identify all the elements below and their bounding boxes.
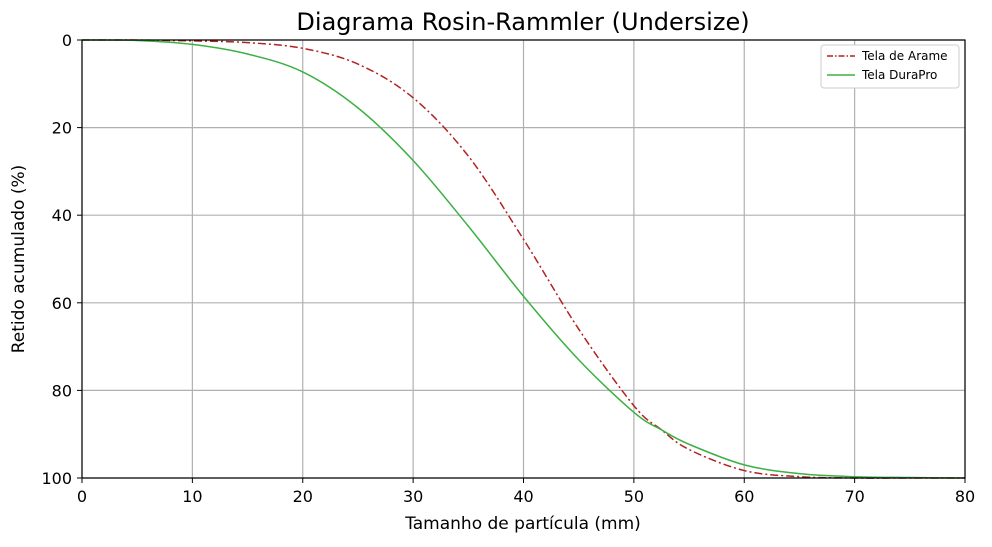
x-tick-label: 20	[293, 487, 313, 506]
y-axis-label: Retido acumulado (%)	[9, 165, 29, 354]
y-tick-label: 80	[52, 381, 72, 400]
x-tick-label: 60	[734, 487, 754, 506]
y-tick-label: 40	[52, 206, 72, 225]
series-line-2	[81, 39, 966, 479]
y-axis-ticks: 0 20 40 60 80 100	[41, 31, 82, 488]
x-tick-label: 40	[513, 487, 533, 506]
y-tick-label: 20	[52, 119, 72, 138]
x-tick-label: 80	[955, 487, 975, 506]
y-tick-label: 100	[41, 469, 72, 488]
x-tick-label: 70	[844, 487, 864, 506]
series-group	[81, 39, 966, 479]
series-line-1	[81, 39, 965, 479]
x-tick-label: 10	[182, 487, 202, 506]
chart-title: Diagrama Rosin-Rammler (Undersize)	[296, 8, 749, 36]
legend-label-2: Tela DuraPro	[861, 68, 937, 82]
y-tick-label: 0	[62, 31, 72, 50]
x-tick-label: 0	[77, 487, 87, 506]
x-axis-label: Tamanho de partícula (mm)	[404, 514, 641, 534]
y-tick-label: 60	[52, 294, 72, 313]
x-axis-ticks: 0 10 20 30 40 50 60 70 80	[77, 478, 975, 506]
grid	[81, 39, 966, 479]
legend-label-1: Tela de Arame	[861, 49, 948, 63]
legend: Tela de Arame Tela DuraPro	[820, 44, 960, 89]
x-tick-label: 30	[403, 487, 423, 506]
legend-box	[820, 44, 960, 89]
x-tick-label: 50	[624, 487, 644, 506]
